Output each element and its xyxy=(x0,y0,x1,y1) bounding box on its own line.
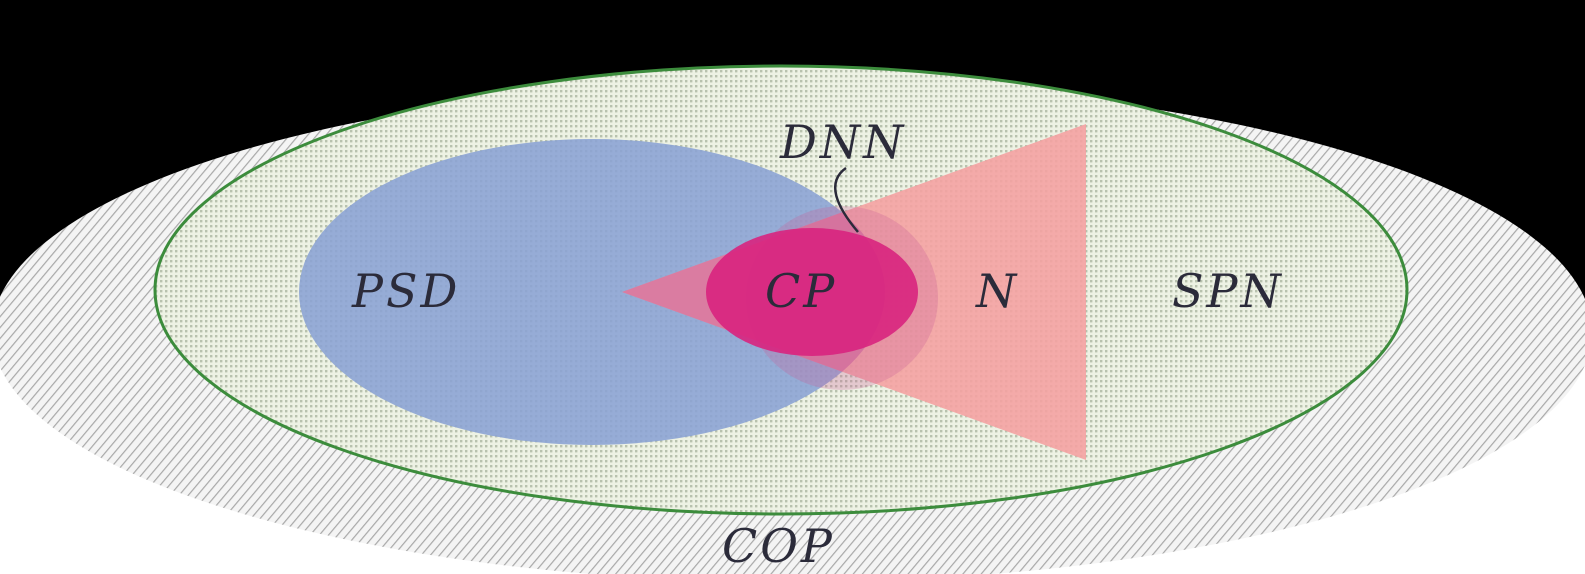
psd-region xyxy=(299,139,885,445)
label-cop: COP xyxy=(722,519,835,573)
label-psd: PSD xyxy=(351,264,460,318)
label-spn: SPN xyxy=(1172,264,1284,318)
label-cp: CP xyxy=(765,264,837,318)
dnn-pointer xyxy=(834,166,859,233)
label-n: N xyxy=(975,264,1019,318)
label-dnn: DNN xyxy=(779,115,906,169)
cp-region xyxy=(706,228,918,356)
